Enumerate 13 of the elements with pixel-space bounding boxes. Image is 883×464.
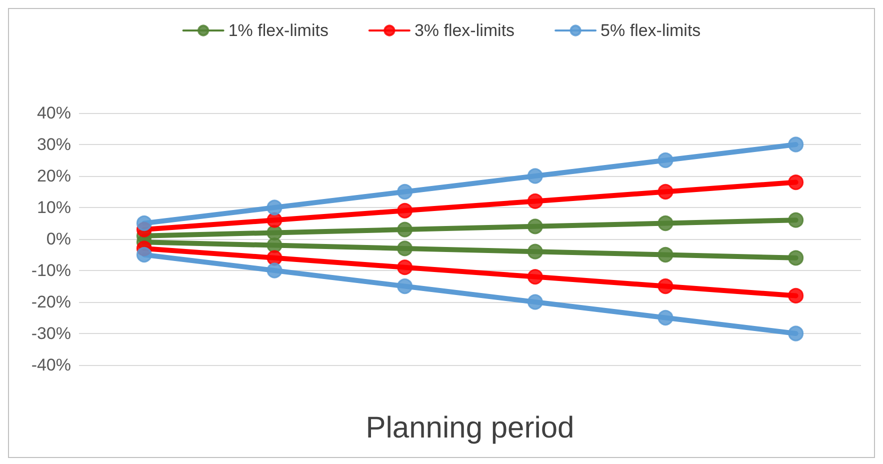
y-tick-label: -10% [31,261,71,280]
y-tick-label: -20% [31,292,71,312]
x-axis-title: Planning period [366,412,574,444]
legend-label: 3% flex-limits [414,21,515,40]
legend-label: 1% flex-limits [228,21,328,40]
y-tick-label: 30% [36,135,71,154]
legend-label: 5% flex-limits [600,21,701,40]
y-tick-label: 10% [36,198,71,217]
y-tick-label: -40% [31,356,71,374]
y-tick-label: 20% [36,166,71,186]
y-tick-label: 0% [46,230,71,248]
y-tick-label: 40% [36,104,71,122]
y-tick-label: -30% [31,324,71,343]
